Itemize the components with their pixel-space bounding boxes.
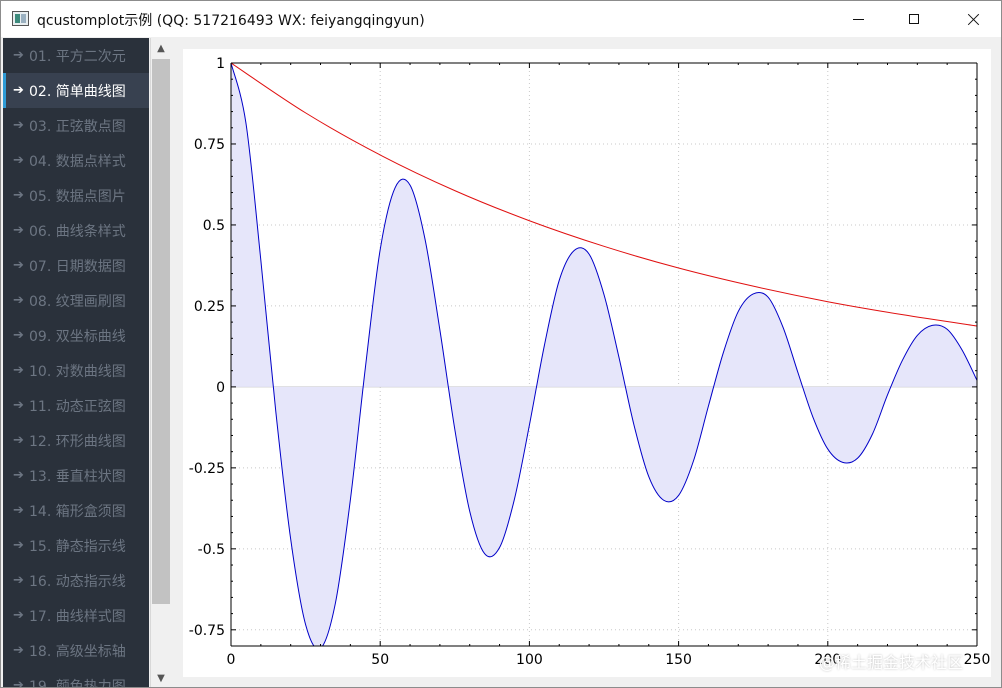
sidebar-item[interactable]: ➔ 07. 日期数据图 <box>3 248 149 283</box>
arrow-right-icon: ➔ <box>13 363 24 378</box>
maximize-button[interactable] <box>891 1 937 37</box>
close-button[interactable] <box>951 1 997 37</box>
arrow-right-icon: ➔ <box>13 503 24 518</box>
arrow-right-icon: ➔ <box>13 678 24 688</box>
series-1-line <box>231 63 977 327</box>
y-tick-label: -0.75 <box>189 623 225 639</box>
x-tick-label: 50 <box>371 652 389 668</box>
sidebar-item-label: 02. 简单曲线图 <box>29 83 126 100</box>
x-tick-label: 100 <box>516 652 543 668</box>
arrow-right-icon: ➔ <box>13 643 24 658</box>
sidebar-item-label: 18. 高级坐标轴 <box>29 643 126 660</box>
arrow-right-icon: ➔ <box>13 48 24 63</box>
series-0-fill <box>231 63 977 646</box>
scroll-down-button[interactable]: ▼ <box>151 668 171 687</box>
sidebar-item-label: 14. 箱形盒须图 <box>29 503 126 520</box>
arrow-right-icon: ➔ <box>13 223 24 238</box>
arrow-right-icon: ➔ <box>13 293 24 308</box>
title-bar[interactable]: qcustomplot示例 (QQ: 517216493 WX: feiyang… <box>1 1 1001 37</box>
maximize-icon <box>909 14 919 24</box>
sidebar-item[interactable]: ➔ 06. 曲线条样式 <box>3 213 149 248</box>
sidebar-item[interactable]: ➔ 10. 对数曲线图 <box>3 353 149 388</box>
sidebar-item-label: 09. 双坐标曲线 <box>29 328 126 345</box>
sidebar-item-label: 19. 颜色热力图 <box>29 678 126 688</box>
sidebar-item[interactable]: ➔ 12. 环形曲线图 <box>3 423 149 458</box>
y-tick-label: -0.5 <box>198 542 225 558</box>
arrow-right-icon: ➔ <box>13 118 24 133</box>
chart[interactable]: 0 50 100 150 200 250 -0.75 -0.5 -0.25 0 0.25 0.5 0.7… <box>183 49 991 677</box>
sidebar-item[interactable]: ➔ 15. 静态指示线 <box>3 528 149 563</box>
sidebar-item[interactable]: ➔ 01. 平方二次元 <box>3 38 149 73</box>
sidebar-item[interactable]: ➔ 03. 正弦散点图 <box>3 108 149 143</box>
sidebar-item[interactable]: ➔ 18. 高级坐标轴 <box>3 633 149 668</box>
plot-widget[interactable]: 0 50 100 150 200 250 -0.75 -0.5 -0.25 0 0.25 0.5 0.7… <box>183 49 991 677</box>
y-tick-label: 0.25 <box>194 299 225 315</box>
app-icon <box>12 11 29 26</box>
y-tick-label: 0 <box>216 380 225 396</box>
arrow-right-icon: ➔ <box>13 573 24 588</box>
sidebar-item-label: 05. 数据点图片 <box>29 188 126 205</box>
sidebar-item[interactable]: ➔ 04. 数据点样式 <box>3 143 149 178</box>
watermark-text: @稀土掘金技术社区 <box>819 653 964 672</box>
sidebar-item-label: 03. 正弦散点图 <box>29 118 126 135</box>
sidebar-nav: ➔ 01. 平方二次元 ➔ 02. 简单曲线图 ➔ 03. 正弦散点图 ➔ 04. 数据点样式… <box>3 38 149 688</box>
sidebar-item-label: 16. 动态指示线 <box>29 573 126 590</box>
y-tick-label: 1 <box>216 56 225 72</box>
sidebar-item[interactable]: ➔ 11. 动态正弦图 <box>3 388 149 423</box>
sidebar-item-label: 06. 曲线条样式 <box>29 223 126 240</box>
sidebar-item-label: 17. 曲线样式图 <box>29 608 126 625</box>
y-tick-label: -0.25 <box>189 461 225 477</box>
sidebar-item[interactable]: ➔ 05. 数据点图片 <box>3 178 149 213</box>
sidebar-item-label: 11. 动态正弦图 <box>29 398 126 415</box>
x-tick-label: 200 <box>814 652 841 668</box>
arrow-right-icon: ➔ <box>13 538 24 553</box>
sidebar-item[interactable]: ➔ 09. 双坐标曲线 <box>3 318 149 353</box>
sidebar-scrollbar[interactable]: ▲ ▼ <box>150 38 171 687</box>
sidebar-item[interactable]: ➔ 02. 简单曲线图 <box>3 73 149 108</box>
sidebar-item[interactable]: ➔ 17. 曲线样式图 <box>3 598 149 633</box>
minimize-icon <box>852 18 864 20</box>
sidebar-item[interactable]: ➔ 19. 颜色热力图 <box>3 668 149 688</box>
sidebar-item-label: 13. 垂直柱状图 <box>29 468 126 485</box>
sidebar-item-label: 12. 环形曲线图 <box>29 433 126 450</box>
x-tick-label: 250 <box>964 652 991 668</box>
y-tick-label: 0.75 <box>194 137 225 153</box>
arrow-right-icon: ➔ <box>13 153 24 168</box>
x-tick-label: 0 <box>227 652 236 668</box>
chevron-down-icon: ▼ <box>157 672 165 684</box>
close-icon <box>968 13 980 25</box>
scroll-up-button[interactable]: ▲ <box>151 38 171 58</box>
chevron-up-icon: ▲ <box>157 42 165 54</box>
sidebar-item-label: 08. 纹理画刷图 <box>29 293 126 310</box>
arrow-right-icon: ➔ <box>13 83 24 98</box>
arrow-right-icon: ➔ <box>13 188 24 203</box>
sidebar-item[interactable]: ➔ 14. 箱形盒须图 <box>3 493 149 528</box>
arrow-right-icon: ➔ <box>13 433 24 448</box>
arrow-right-icon: ➔ <box>13 468 24 483</box>
arrow-right-icon: ➔ <box>13 328 24 343</box>
sidebar-item[interactable]: ➔ 16. 动态指示线 <box>3 563 149 598</box>
arrow-right-icon: ➔ <box>13 608 24 623</box>
sidebar-item-label: 01. 平方二次元 <box>29 48 126 65</box>
sidebar-item-label: 15. 静态指示线 <box>29 538 126 555</box>
scroll-thumb[interactable] <box>152 59 170 604</box>
arrow-right-icon: ➔ <box>13 398 24 413</box>
sidebar-item-label: 07. 日期数据图 <box>29 258 126 275</box>
arrow-right-icon: ➔ <box>13 258 24 273</box>
window-title: qcustomplot示例 (QQ: 517216493 WX: feiyang… <box>37 13 425 29</box>
sidebar-item-label: 04. 数据点样式 <box>29 153 126 170</box>
sidebar-item-label: 10. 对数曲线图 <box>29 363 126 380</box>
x-tick-label: 150 <box>665 652 692 668</box>
sidebar-item[interactable]: ➔ 13. 垂直柱状图 <box>3 458 149 493</box>
minimize-button[interactable] <box>835 1 881 37</box>
sidebar-item[interactable]: ➔ 08. 纹理画刷图 <box>3 283 149 318</box>
y-tick-label: 0.5 <box>203 218 225 234</box>
series-0-line <box>231 63 977 646</box>
